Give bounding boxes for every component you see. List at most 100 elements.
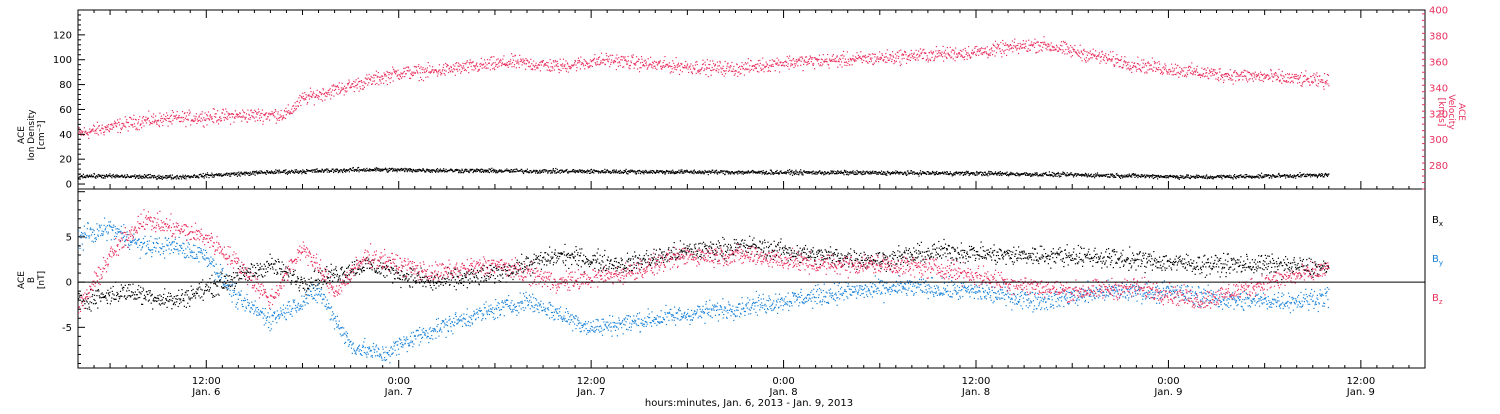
velocity-series-point — [295, 105, 297, 107]
velocity-series-point — [1245, 77, 1247, 79]
density-series-point — [867, 172, 869, 174]
density-series-point — [729, 171, 731, 173]
velocity-series-point — [1050, 42, 1052, 44]
velocity-series-point — [522, 61, 524, 63]
velocity-series-point — [416, 69, 418, 71]
velocity-series-point — [466, 61, 468, 63]
density-series-point — [649, 172, 651, 174]
velocity-series-point — [944, 55, 946, 57]
velocity-series-point — [1126, 68, 1128, 70]
density-series-point — [184, 174, 186, 176]
density-series-point — [626, 173, 628, 175]
density-series-point — [366, 167, 368, 169]
velocity-series-point — [105, 127, 108, 129]
velocity-series-point — [326, 95, 328, 98]
velocity-series-point — [1199, 76, 1202, 79]
density-series-point — [1130, 176, 1132, 178]
velocity-series-point — [822, 54, 824, 56]
velocity-series-point — [666, 63, 668, 65]
velocity-series-point — [1068, 51, 1070, 53]
velocity-series-point — [942, 56, 944, 58]
density-series-point — [87, 175, 89, 177]
velocity-series-point — [962, 49, 964, 51]
velocity-series-point — [562, 58, 565, 60]
velocity-series-point — [852, 55, 854, 57]
density-series-point — [148, 174, 150, 176]
density-series-point — [914, 173, 916, 175]
velocity-series-point — [529, 66, 531, 68]
density-series-point — [681, 172, 683, 174]
velocity-series-point — [157, 120, 159, 122]
velocity-series-point — [500, 60, 502, 62]
velocity-series-point — [455, 68, 457, 71]
velocity-series-point — [829, 58, 831, 60]
velocity-series-point — [1326, 79, 1328, 81]
velocity-series-point — [787, 63, 789, 65]
velocity-series-point — [92, 124, 95, 126]
velocity-series-point — [732, 70, 734, 73]
density-series-point — [542, 170, 544, 172]
density-series-point — [895, 170, 897, 172]
velocity-series-point — [760, 69, 762, 71]
velocity-series-point — [422, 72, 424, 74]
density-series-point — [398, 168, 400, 171]
velocity-series-point — [1314, 78, 1316, 80]
velocity-series-point — [483, 63, 485, 65]
velocity-series-point — [863, 59, 865, 62]
velocity-series-point — [307, 101, 309, 104]
density-series-point — [356, 170, 358, 172]
density-series-point — [1202, 177, 1204, 179]
density-series-point — [338, 170, 340, 172]
velocity-series-point — [680, 62, 682, 64]
velocity-series-point — [318, 95, 320, 98]
density-series-point — [207, 174, 210, 176]
velocity-series-point — [1151, 68, 1153, 70]
velocity-series-point — [83, 134, 85, 136]
velocity-series-point — [740, 72, 742, 74]
density-series-point — [1211, 177, 1213, 179]
density-series-point — [987, 172, 989, 174]
density-series-point — [991, 172, 993, 174]
velocity-series-point — [743, 64, 745, 66]
velocity-series-point — [152, 116, 154, 119]
density-series-point — [619, 171, 621, 173]
density-series-point — [459, 172, 461, 174]
density-series-point — [367, 169, 369, 171]
velocity-series-point — [445, 62, 447, 65]
density-series-point — [1194, 175, 1196, 177]
density-series-point — [860, 173, 862, 175]
density-series-point — [1000, 173, 1002, 175]
velocity-series-point — [1201, 67, 1203, 69]
velocity-series-point — [742, 67, 744, 70]
velocity-series-point — [374, 74, 376, 76]
density-series-point — [1009, 172, 1011, 174]
velocity-series-point — [625, 59, 627, 61]
velocity-series-point — [797, 65, 799, 67]
velocity-series-point — [818, 54, 821, 56]
density-series-point — [368, 170, 370, 172]
velocity-series-point — [701, 63, 704, 66]
velocity-series-point — [606, 58, 608, 60]
velocity-series-point — [242, 115, 244, 117]
density-series-point — [380, 168, 382, 170]
velocity-series-point — [963, 59, 965, 61]
velocity-series-point — [1159, 63, 1161, 65]
density-series-point — [426, 168, 428, 171]
density-series-point — [118, 176, 120, 178]
density-series-point — [860, 171, 862, 173]
density-series-point — [602, 170, 604, 172]
density-series-point — [1095, 175, 1098, 177]
velocity-series-point — [1155, 67, 1157, 69]
velocity-series-point — [1193, 68, 1195, 70]
velocity-series-point — [511, 66, 513, 68]
velocity-series-point — [367, 84, 369, 86]
density-series-point — [120, 176, 122, 178]
velocity-series-point — [1252, 80, 1254, 82]
density-series-point — [917, 172, 919, 174]
density-series-point — [1076, 174, 1078, 176]
density-series-point — [1099, 175, 1101, 177]
velocity-series-point — [705, 68, 707, 70]
density-series-point — [928, 171, 930, 174]
velocity-series-point — [470, 61, 472, 63]
density-series-point — [599, 171, 601, 173]
